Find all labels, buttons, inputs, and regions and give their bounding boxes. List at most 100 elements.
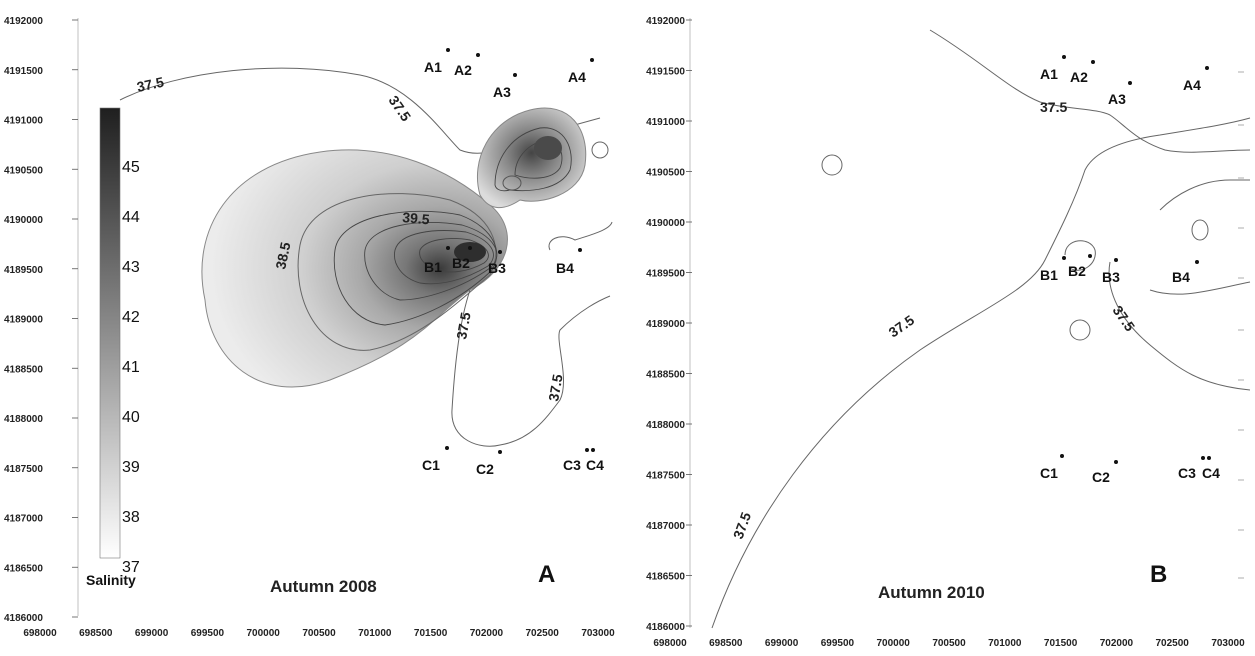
station-b1: B1: [424, 259, 442, 275]
legend-label: 38: [122, 509, 140, 526]
station-b-c1: C1: [1040, 465, 1058, 481]
x-tick-label-b: 701000: [988, 638, 1022, 649]
panel-a-stations: A1 A2 A3 A4 B1 B2 B3 B4 C1 C2 C3 C4: [422, 48, 604, 477]
y-tick-label-b: 4186000: [646, 622, 685, 633]
y-tick-label-b: 4187500: [646, 471, 685, 482]
legend-label: 44: [122, 209, 140, 226]
x-tick-label-b: 698500: [709, 638, 743, 649]
y-tick-label: 4192000: [4, 16, 43, 27]
station-b4: B4: [556, 260, 574, 276]
station-a2: A2: [454, 62, 472, 78]
x-tick-label: 699500: [191, 628, 225, 639]
y-tick-label-b: 4187000: [646, 521, 685, 532]
panel-b-contour-label-4: 37.5: [730, 510, 754, 541]
panel-a-contour-41: [419, 238, 489, 273]
panel-b-stations: A1 A2 A3 A4 B1 B2 B3 B4 C1 C2 C3 C4: [1040, 55, 1220, 485]
legend-label: 39: [122, 459, 140, 476]
x-tick-label-b: 699500: [821, 638, 855, 649]
x-tick-label: 698000: [23, 628, 57, 639]
panel-a-y-axis: 4192000 4191500 4191000 4190500 4190000 41895…: [4, 16, 79, 624]
panel-b-right-ticks: [1238, 71, 1244, 579]
panel-a-blob-core: [534, 136, 562, 160]
panel-b-contour-b2-loop: [1064, 240, 1096, 271]
x-tick-label: 702500: [526, 628, 560, 639]
panel-a-contour-label-6: 37.5: [545, 373, 566, 403]
salinity-legend: 45 44 43 42 41 40 39 38 37 Salinity: [86, 107, 140, 588]
y-tick-label-b: 4190000: [646, 218, 685, 229]
panel-a-contour-37-5-south: [451, 289, 611, 447]
panel-b-contour-label-2: 37.5: [886, 312, 918, 341]
legend-label: 41: [122, 359, 140, 376]
panel-a-contour-b4: [548, 221, 613, 251]
panel-a-plume-core: [454, 242, 486, 262]
x-tick-label-b: 703000: [1211, 638, 1245, 649]
y-tick-label: 4186000: [4, 613, 43, 624]
y-tick-label: 4191500: [4, 66, 43, 77]
y-tick-label: 4187000: [4, 514, 43, 525]
y-tick-label: 4190000: [4, 215, 43, 226]
station-b-c3: C3: [1178, 465, 1196, 481]
y-tick-label: 4189000: [4, 315, 43, 326]
legend-label: 37: [122, 559, 140, 576]
panel-b-contour-b3: [1108, 261, 1251, 391]
station-b-a1: A1: [1040, 66, 1058, 82]
station-b-c2: C2: [1092, 469, 1110, 485]
station-b-a4: A4: [1183, 77, 1201, 93]
y-tick-label: 4186500: [4, 563, 43, 574]
station-a4: A4: [568, 69, 586, 85]
panel-b-small-circle-east: [1191, 219, 1209, 241]
x-tick-label-b: 698000: [653, 638, 687, 649]
panel-a-plume-38-5: [201, 149, 508, 388]
station-b2: B2: [452, 255, 470, 271]
panel-a-season: Autumn 2008: [270, 577, 377, 596]
panel-a-letter: A: [538, 561, 555, 588]
station-c4: C4: [586, 457, 604, 473]
x-tick-label: 700500: [302, 628, 336, 639]
y-tick-label-b: 4191500: [646, 67, 685, 78]
x-tick-label-b: 701500: [1044, 638, 1078, 649]
y-tick-label-b: 4188000: [646, 420, 685, 431]
station-a3: A3: [493, 84, 511, 100]
x-tick-label: 700000: [247, 628, 281, 639]
panel-a-contour-39-5: [364, 222, 498, 301]
station-b-b2: B2: [1068, 263, 1086, 279]
panel-a-contour-label-3: 38.5: [272, 240, 293, 270]
legend-title: Salinity: [86, 572, 136, 588]
legend-label: 43: [122, 259, 140, 276]
legend-label: 45: [122, 159, 140, 176]
panel-a-small-circle: [591, 141, 609, 159]
panel-a-x-axis: 698000 698500 699000 699500 700000 700500 7010…: [23, 628, 615, 639]
panel-b-contour-east-loop: [1159, 179, 1250, 211]
panel-b-contour-b4: [1149, 281, 1251, 295]
y-tick-label-b: 4189000: [646, 319, 685, 330]
x-tick-label: 702000: [470, 628, 504, 639]
y-tick-label-b: 4191000: [646, 117, 685, 128]
panel-a-contour-label-1: 37.5: [135, 74, 165, 95]
panel-a-contour-label-2: 37.5: [386, 93, 415, 125]
x-tick-label-b: 699000: [765, 638, 799, 649]
station-b3: B3: [488, 260, 506, 276]
station-c1: C1: [422, 457, 440, 473]
panel-a-contour-39: [333, 210, 498, 326]
panel-b-contour-37-5-main: [711, 117, 1251, 629]
x-tick-label: 701500: [414, 628, 448, 639]
y-tick-label: 4191000: [4, 116, 43, 127]
x-tick-label: 698500: [79, 628, 113, 639]
y-tick-label: 4189500: [4, 265, 43, 276]
station-b-b4: B4: [1172, 269, 1190, 285]
x-tick-label: 701000: [358, 628, 392, 639]
station-b-b3: B3: [1102, 269, 1120, 285]
panel-b: 4192000 4191500 4191000 4190500 4190000 41895…: [646, 16, 1251, 649]
panel-a-blob-minor: [502, 175, 522, 191]
panel-a-blob-north: [476, 107, 587, 209]
legend-label: 40: [122, 409, 140, 426]
station-a1: A1: [424, 59, 442, 75]
panel-b-contour-37-5-north: [929, 29, 1251, 153]
station-c3: C3: [563, 457, 581, 473]
panel-b-letter: B: [1150, 561, 1167, 588]
panel-b-x-axis: 698000 698500 699000 699500 700000 700500 7010…: [653, 638, 1245, 649]
y-tick-label-b: 4189500: [646, 269, 685, 280]
x-tick-label-b: 700000: [877, 638, 911, 649]
panel-a-contour-label-4: 39.5: [402, 209, 431, 227]
